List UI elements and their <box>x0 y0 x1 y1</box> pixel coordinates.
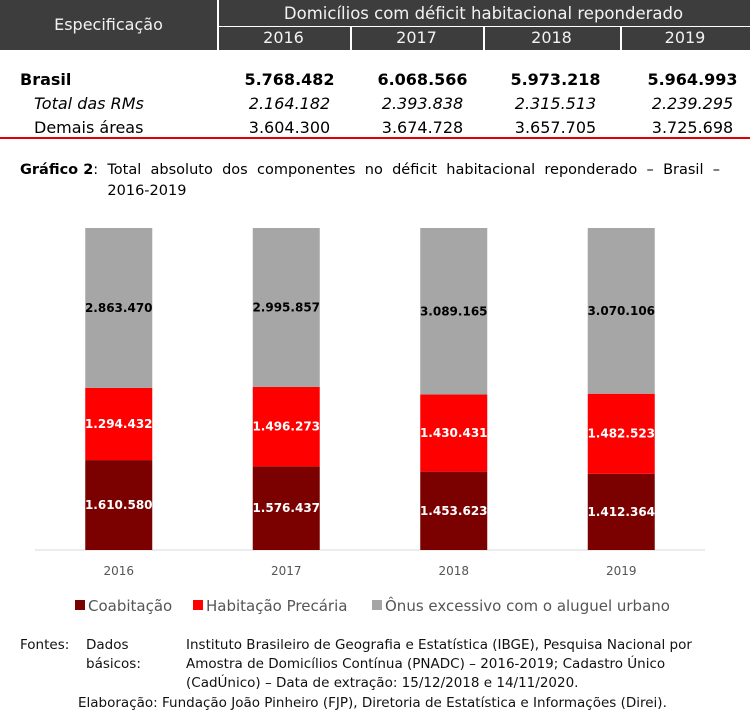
cell: 3.657.705 <box>514 118 597 137</box>
x-tick-label: 2017 <box>271 564 302 578</box>
cell: 3.674.728 <box>381 118 464 137</box>
table-row: Brasil 5.768.482 6.068.566 5.973.218 5.964.9… <box>0 68 750 92</box>
cell: 2.239.295 <box>651 94 734 113</box>
caption-label: Gráfico 2 <box>20 162 94 178</box>
bar-segment <box>420 394 488 472</box>
legend-label: Habitação Precária <box>206 597 347 615</box>
source-line: Amostra de Domicílios Contínua (PNADC) –… <box>186 656 666 672</box>
header-cell: 2016 <box>263 28 304 47</box>
value-label: 1.496.273 <box>252 420 320 434</box>
caption-text: Total absoluto dos componentes no défici… <box>107 162 720 199</box>
cell: 2.315.513 <box>514 94 597 113</box>
bar-segment <box>587 473 655 550</box>
cell: 6.068.566 <box>377 70 468 89</box>
cell: 5.973.218 <box>510 70 601 89</box>
header-cell: 2018 <box>531 28 572 47</box>
legend-swatch <box>75 600 85 610</box>
table-row: Total das RMs 2.164.182 2.393.838 2.315.513… <box>0 92 750 116</box>
bar-segment <box>587 393 655 474</box>
cell: 2.393.838 <box>381 94 464 113</box>
table-header: Especificação Domicílios com déficit hab… <box>0 0 750 50</box>
separator <box>483 26 485 50</box>
legend-swatch <box>193 600 203 610</box>
separator <box>350 26 352 50</box>
chart: 1.610.580 1.294.432 2.863.470 2016 1.576.437… <box>35 228 705 615</box>
separator <box>620 26 622 50</box>
cell: 5.964.993 <box>647 70 738 89</box>
value-label: 1.412.364 <box>587 505 655 519</box>
x-tick-label: 2018 <box>438 564 469 578</box>
bar-segment <box>587 228 655 394</box>
source-line: (CadÚnico) – Data de extração: 15/12/201… <box>186 675 579 691</box>
value-label: 1.576.437 <box>252 501 320 515</box>
row-label: Brasil <box>20 70 72 89</box>
value-label: 1.453.623 <box>420 504 488 518</box>
row-label: Demais áreas <box>34 118 144 137</box>
cell: 3.604.300 <box>248 118 331 137</box>
value-label: 1.610.580 <box>85 498 153 512</box>
cell: 2.164.182 <box>248 94 331 113</box>
bar-segment <box>85 460 153 550</box>
header-cell: 2019 <box>664 28 706 47</box>
table-row: Demais áreas 3.604.300 3.674.728 3.657.705 3… <box>0 116 750 140</box>
separator <box>217 0 219 50</box>
sources: Fontes: Dados básicos: Instituto Brasile… <box>20 636 740 713</box>
bar-segment <box>85 228 153 388</box>
value-label: 3.089.165 <box>420 304 488 318</box>
bar-segment <box>252 386 320 467</box>
value-label: 3.070.106 <box>587 304 655 318</box>
header-cell: Especificação <box>54 15 163 34</box>
bar-segment <box>85 387 153 461</box>
cell: 5.768.482 <box>244 70 335 89</box>
legend-label: Coabitação <box>88 597 172 615</box>
value-label: 1.294.432 <box>85 417 153 431</box>
bar-segment <box>252 466 320 550</box>
source-line: Instituto Brasileiro de Geografia e Esta… <box>186 637 692 653</box>
bar-segment <box>252 228 320 387</box>
table-rule <box>0 137 750 139</box>
elaboration: Elaboração: Fundação João Pinheiro (FJP)… <box>78 695 667 711</box>
value-label: 2.995.857 <box>252 300 320 314</box>
x-tick-label: 2016 <box>103 564 134 578</box>
caption: Gráfico 2: Total absoluto dos componente… <box>20 160 720 202</box>
value-label: 1.430.431 <box>420 426 488 440</box>
basic-label: Dados básicos: <box>86 637 141 672</box>
legend-label: Ônus excessivo com o aluguel urbano <box>385 596 670 615</box>
value-label: 1.482.523 <box>587 427 655 441</box>
header-cell: 2017 <box>396 28 437 47</box>
bar-segment <box>420 228 488 395</box>
sources-label: Fontes: <box>20 637 70 653</box>
bar-segment <box>420 471 488 550</box>
legend-swatch <box>372 600 382 610</box>
header-cell: Domicílios com déficit habitacional repo… <box>283 4 684 23</box>
cell: 3.725.698 <box>651 118 734 137</box>
value-label: 2.863.470 <box>85 301 153 315</box>
x-tick-label: 2019 <box>606 564 637 578</box>
row-label: Total das RMs <box>34 94 144 113</box>
